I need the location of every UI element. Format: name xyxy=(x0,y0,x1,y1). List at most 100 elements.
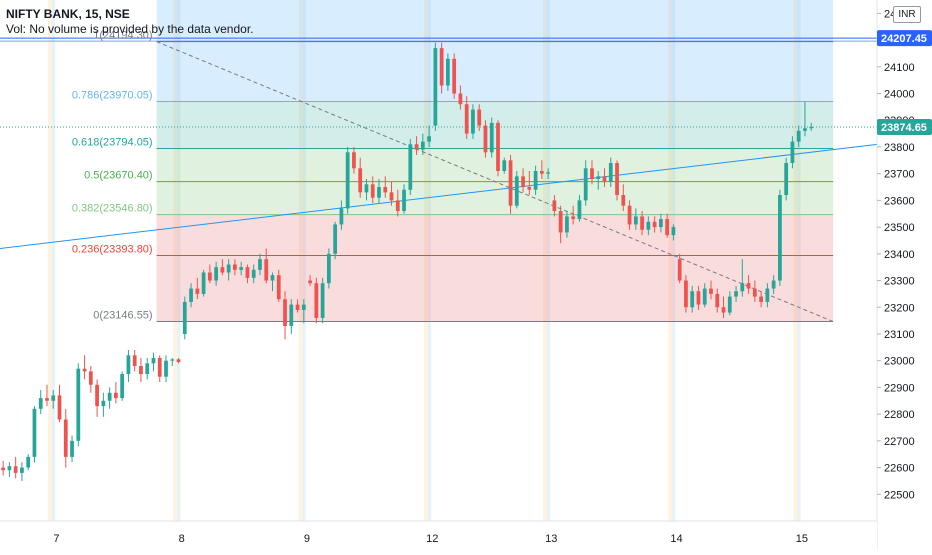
candle-body xyxy=(521,176,525,188)
x-tick-label: 14 xyxy=(670,533,682,545)
fib-level-label: 0.5(23670.40) xyxy=(84,170,153,182)
candle-body xyxy=(439,48,444,86)
candle-body xyxy=(727,296,732,313)
x-tick-label: 13 xyxy=(545,533,557,545)
fib-zone xyxy=(156,255,834,322)
candle-body xyxy=(571,216,576,220)
fib-level-label: 1(24194.30) xyxy=(93,30,152,42)
candle-body xyxy=(420,141,425,150)
candle-body xyxy=(621,195,626,206)
candle-body xyxy=(709,288,713,294)
fib-level-label: 0.382(23546.80) xyxy=(72,203,153,215)
candle-body xyxy=(339,208,344,225)
session-marker xyxy=(48,0,53,521)
y-tick-label: 22600 xyxy=(884,463,915,475)
candle-body xyxy=(508,160,513,206)
candle-body xyxy=(333,224,338,254)
candle-body xyxy=(427,136,431,142)
candle-body xyxy=(565,216,569,233)
x-tick-label: 8 xyxy=(179,533,185,545)
candle-body xyxy=(721,307,726,313)
candle-body xyxy=(126,355,131,375)
y-tick-label: 23100 xyxy=(884,329,915,341)
session-marker-secondary xyxy=(177,0,181,521)
candle-body xyxy=(164,360,168,377)
candle-body xyxy=(715,293,720,308)
candle-body xyxy=(145,363,150,375)
candle-body xyxy=(270,275,275,281)
candle-body xyxy=(659,219,663,228)
candle-body xyxy=(696,291,701,305)
candle-body xyxy=(301,304,306,310)
chart-symbol-title[interactable]: NIFTY BANK, 15, NSE xyxy=(6,7,130,21)
candle-body xyxy=(320,283,325,318)
candle-body xyxy=(765,288,770,302)
fib-level-label: 0.618(23794.05) xyxy=(72,137,153,149)
y-tick-label: 23300 xyxy=(884,276,915,288)
y-tick-label: 22700 xyxy=(884,436,915,448)
candle-body xyxy=(239,267,244,270)
candle-body xyxy=(233,264,237,270)
candle-body xyxy=(602,176,607,182)
candle-body xyxy=(502,160,507,171)
candle-body xyxy=(533,170,538,190)
candle-body xyxy=(101,400,106,407)
fib-level-label: 0.786(23970.05) xyxy=(72,90,153,102)
candle-body xyxy=(395,200,400,212)
y-tick-label: 22500 xyxy=(884,489,915,501)
candle-body xyxy=(189,288,193,302)
price-label-badge xyxy=(877,119,932,136)
candle-body xyxy=(784,162,789,196)
candle-body xyxy=(809,126,814,129)
candle-body xyxy=(496,122,500,171)
candle-body xyxy=(583,168,588,201)
y-tick-label: 23600 xyxy=(884,195,915,207)
candle-body xyxy=(702,288,707,305)
candle-body xyxy=(690,291,695,308)
candle-body xyxy=(195,288,200,294)
x-tick-label: 15 xyxy=(796,533,808,545)
candle-body xyxy=(13,466,18,473)
candle-body xyxy=(796,130,801,142)
candle-body xyxy=(88,371,93,385)
candle-body xyxy=(220,267,225,273)
candle-body xyxy=(20,467,24,473)
candle-body xyxy=(326,253,331,284)
candle-body xyxy=(352,152,356,169)
candle-body xyxy=(63,419,68,457)
candle-body xyxy=(201,272,206,294)
candle-body xyxy=(740,283,745,292)
candle-body xyxy=(640,216,644,230)
candle-body xyxy=(771,280,776,289)
candle-body xyxy=(245,267,250,278)
fib-zone xyxy=(156,148,834,182)
session-marker xyxy=(793,0,798,521)
candle-body xyxy=(70,440,74,457)
candle-body xyxy=(483,125,488,153)
candle-body xyxy=(38,398,43,409)
candle-body xyxy=(182,301,187,334)
candle-body xyxy=(458,93,463,105)
candle-body xyxy=(95,384,99,407)
fib-trend-dashed-line xyxy=(156,41,834,322)
candle-body xyxy=(433,48,438,126)
candle-body xyxy=(157,358,162,377)
candle-body xyxy=(295,304,300,310)
currency-badge[interactable]: INR xyxy=(893,6,921,23)
candle-body xyxy=(76,368,81,441)
fib-zone xyxy=(156,214,834,256)
candle-body xyxy=(477,109,482,126)
price-axis-background xyxy=(877,0,932,550)
session-marker xyxy=(298,0,303,521)
candle-body xyxy=(514,176,519,206)
candle-body xyxy=(139,366,143,375)
candle-body xyxy=(1,467,6,471)
candle-body xyxy=(671,227,676,236)
price-label-text: 23874.65 xyxy=(881,122,927,134)
candle-body xyxy=(370,184,375,198)
session-marker xyxy=(542,0,547,521)
candle-body xyxy=(677,259,682,281)
